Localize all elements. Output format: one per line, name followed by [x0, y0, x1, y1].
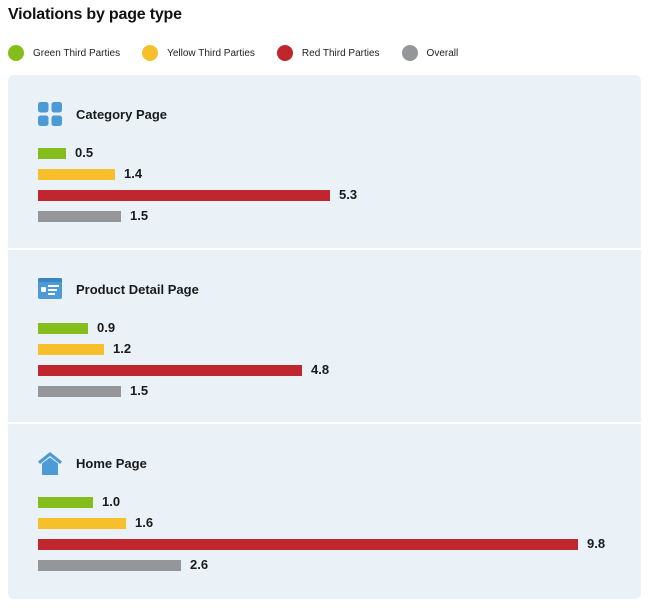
legend-item-red: Red Third Parties: [276, 45, 380, 61]
legend-dot-icon: [276, 45, 293, 61]
legend-item-yellow: Yellow Third Parties: [142, 45, 255, 61]
bar-yellow: [38, 169, 115, 180]
bar-red: [38, 539, 578, 550]
legend-label: Red Third Parties: [301, 47, 380, 59]
bar-overall: [38, 560, 181, 571]
bar-value-label: 1.5: [130, 383, 149, 398]
section-title: Home Page: [76, 455, 147, 471]
chart-panel: Category Page 0.5 1.4 5.3 1.5 Product Detai…: [8, 75, 641, 599]
section-home-page: Home Page 1.0 1.6 9.8 2.6: [8, 424, 641, 596]
bar-overall: [38, 386, 121, 397]
section-header: Product Detail Page: [38, 277, 199, 301]
legend-dot-icon: [8, 45, 24, 61]
section-divider: [8, 422, 641, 424]
section-title: Category Page: [76, 106, 168, 122]
bar-yellow: [38, 344, 104, 355]
bar-value-label: 1.4: [124, 166, 143, 181]
legend-dot-icon: [401, 45, 418, 61]
bar-value-label: 1.0: [102, 494, 121, 509]
bar-red: [38, 365, 302, 376]
bar-yellow: [38, 518, 126, 529]
bar-value-label: 5.3: [339, 187, 358, 202]
product-card-icon: [38, 278, 62, 299]
section-product-detail-page: Product Detail Page 0.9 1.2 4.8 1.5: [8, 250, 641, 422]
bar-value-label: 1.5: [130, 208, 149, 223]
legend-item-overall: Overall: [401, 45, 459, 61]
bar-value-label: 2.6: [190, 557, 209, 572]
legend: Green Third Parties Yellow Third Parties…: [8, 44, 480, 62]
section-category-page: Category Page 0.5 1.4 5.3 1.5: [8, 75, 641, 247]
section-divider: [8, 248, 641, 250]
legend-label: Green Third Parties: [33, 47, 121, 59]
section-title: Product Detail Page: [76, 281, 199, 297]
legend-label: Overall: [426, 47, 459, 59]
bar-value-label: 0.9: [97, 320, 116, 335]
bar-green: [38, 323, 88, 334]
legend-item-green: Green Third Parties: [8, 45, 120, 61]
bar-overall: [38, 211, 121, 222]
bar-green: [38, 148, 66, 159]
house-icon: [38, 452, 62, 475]
chart-title: Violations by page type: [8, 6, 182, 23]
grid-icon: [38, 102, 62, 126]
bar-value-label: 9.8: [587, 536, 606, 551]
section-header: Category Page: [38, 102, 167, 126]
bar-red: [38, 190, 330, 201]
legend-label: Yellow Third Parties: [167, 47, 255, 59]
bar-value-label: 1.6: [135, 515, 154, 530]
legend-dot-icon: [142, 45, 159, 61]
bar-value-label: 4.8: [311, 362, 330, 377]
bar-green: [38, 497, 93, 508]
bar-value-label: 1.2: [113, 341, 132, 356]
section-header: Home Page: [38, 451, 147, 475]
bar-value-label: 0.5: [75, 145, 94, 160]
